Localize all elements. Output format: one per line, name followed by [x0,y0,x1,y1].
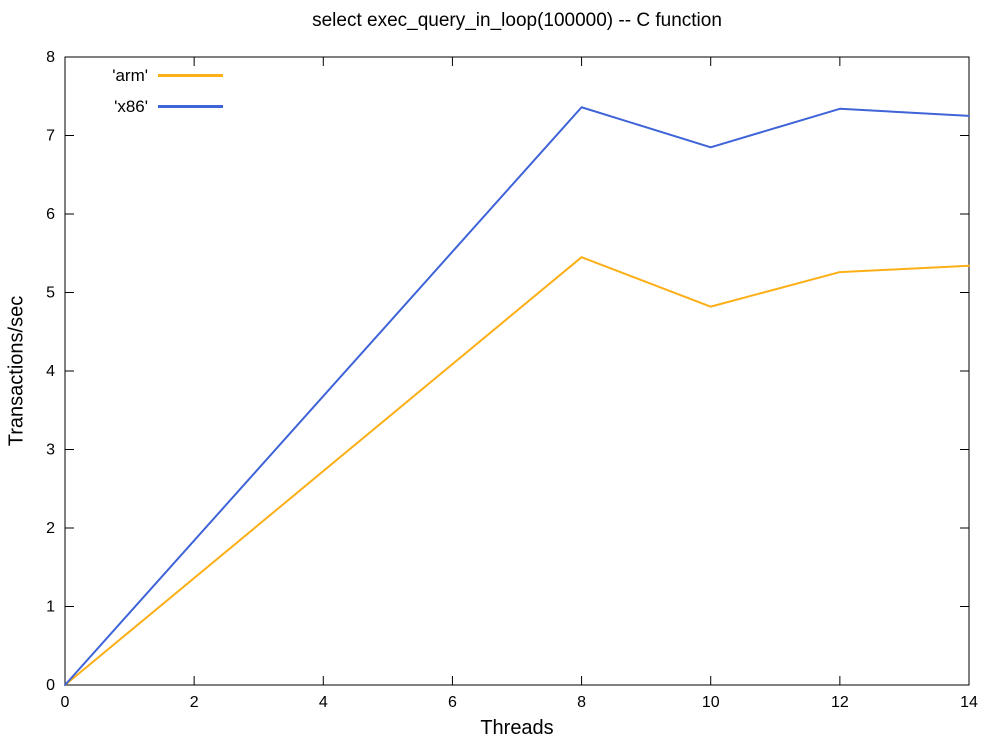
y-tick-label: 1 [46,599,55,616]
x-tick-label: 0 [61,694,70,711]
x-tick-label: 10 [702,694,720,711]
x-tick-label: 14 [960,694,978,711]
legend-item-arm: 'arm' [88,60,223,91]
y-tick-label: 8 [46,49,55,66]
chart-title: select exec_query_in_loop(100000) -- C f… [312,10,722,31]
y-tick-label: 0 [46,677,55,694]
legend-label-x86: 'x86' [114,96,148,116]
y-tick-label: 6 [46,206,55,223]
x-axis-label: Threads [480,717,554,739]
y-tick-label: 3 [46,442,55,459]
series-line-arm [64,256,970,686]
x-tick-label: 4 [319,694,328,711]
y-tick-label: 7 [46,128,55,145]
legend-label-arm: 'arm' [112,65,148,85]
y-tick-label: 2 [46,520,55,537]
x-tick-label: 6 [448,694,457,711]
plot-border [64,56,970,686]
legend-item-x86: 'x86' [88,91,223,122]
y-axis-label: Transactions/sec [5,295,28,447]
y-tick-label: 5 [46,285,55,302]
legend-line-sample-arm [158,74,223,77]
legend-line-sample-x86 [158,105,223,108]
series-line-x86 [64,106,970,686]
x-tick-label: 8 [577,694,586,711]
x-tick-label: 12 [831,694,849,711]
legend: 'arm' 'x86' [88,60,223,122]
y-tick-label: 4 [46,363,55,380]
x-tick-label: 2 [190,694,199,711]
